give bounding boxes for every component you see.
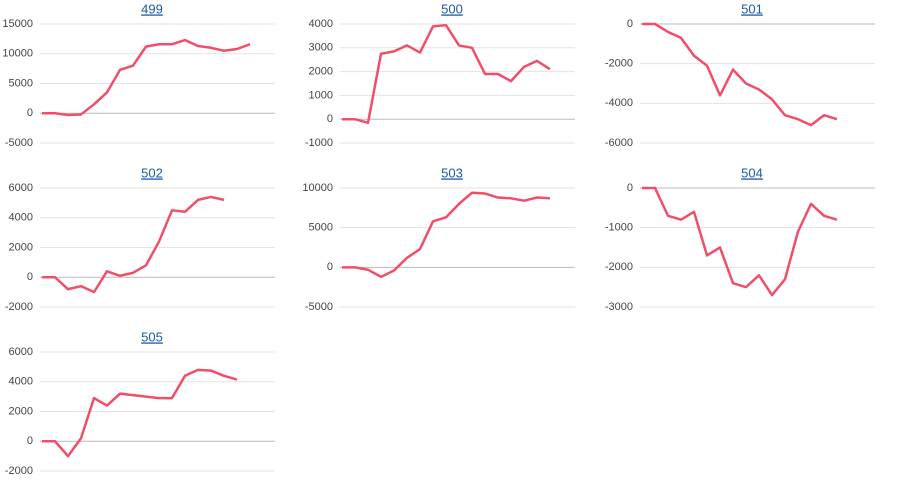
y-tick-label: -2000 <box>5 301 33 313</box>
y-tick-label: 1000 <box>309 89 333 101</box>
y-tick-label: 0 <box>327 113 333 125</box>
y-tick-label: 2000 <box>9 241 33 253</box>
y-tick-label: -2000 <box>5 465 33 477</box>
chart-title[interactable]: 500 <box>441 1 463 16</box>
chart-title[interactable]: 499 <box>141 1 163 16</box>
data-line <box>342 191 551 279</box>
y-tick-label: -3000 <box>605 301 633 313</box>
chart-title[interactable]: 505 <box>141 329 163 344</box>
y-tick-label: -1000 <box>605 222 633 234</box>
y-tick-label: 0 <box>627 182 633 194</box>
data-line <box>642 186 838 297</box>
y-tick-label: 15000 <box>2 18 33 30</box>
data-line <box>642 22 838 127</box>
y-tick-label: 6000 <box>9 182 33 194</box>
y-tick-label: 10000 <box>302 182 333 194</box>
data-line <box>342 23 551 125</box>
y-tick-label: 2000 <box>9 405 33 417</box>
y-tick-label: 0 <box>27 107 33 119</box>
y-tick-label: -2000 <box>605 261 633 273</box>
y-tick-label: 2000 <box>309 66 333 78</box>
y-tick-label: 10000 <box>2 48 33 60</box>
data-line <box>42 368 238 458</box>
y-tick-label: 6000 <box>9 346 33 358</box>
chart-title[interactable]: 503 <box>441 165 463 180</box>
y-tick-label: -2000 <box>605 58 633 70</box>
y-tick-label: 5000 <box>309 222 333 234</box>
y-tick-label: -5000 <box>305 301 333 313</box>
y-tick-label: -5000 <box>5 137 33 149</box>
data-line <box>42 38 251 117</box>
chart-title[interactable]: 501 <box>741 1 763 16</box>
y-tick-label: 3000 <box>309 42 333 54</box>
y-tick-label: -4000 <box>605 97 633 109</box>
y-tick-label: 0 <box>27 435 33 447</box>
y-tick-label: 0 <box>327 261 333 273</box>
y-tick-label: 0 <box>27 271 33 283</box>
y-tick-label: -6000 <box>605 137 633 149</box>
data-line <box>42 195 225 294</box>
chart-title[interactable]: 502 <box>141 165 163 180</box>
y-tick-label: 4000 <box>9 376 33 388</box>
y-tick-label: 0 <box>627 18 633 30</box>
y-tick-label: 5000 <box>9 77 33 89</box>
y-tick-label: -1000 <box>305 137 333 149</box>
y-tick-label: 4000 <box>309 18 333 30</box>
chart-title[interactable]: 504 <box>741 165 763 180</box>
y-tick-label: 4000 <box>9 212 33 224</box>
